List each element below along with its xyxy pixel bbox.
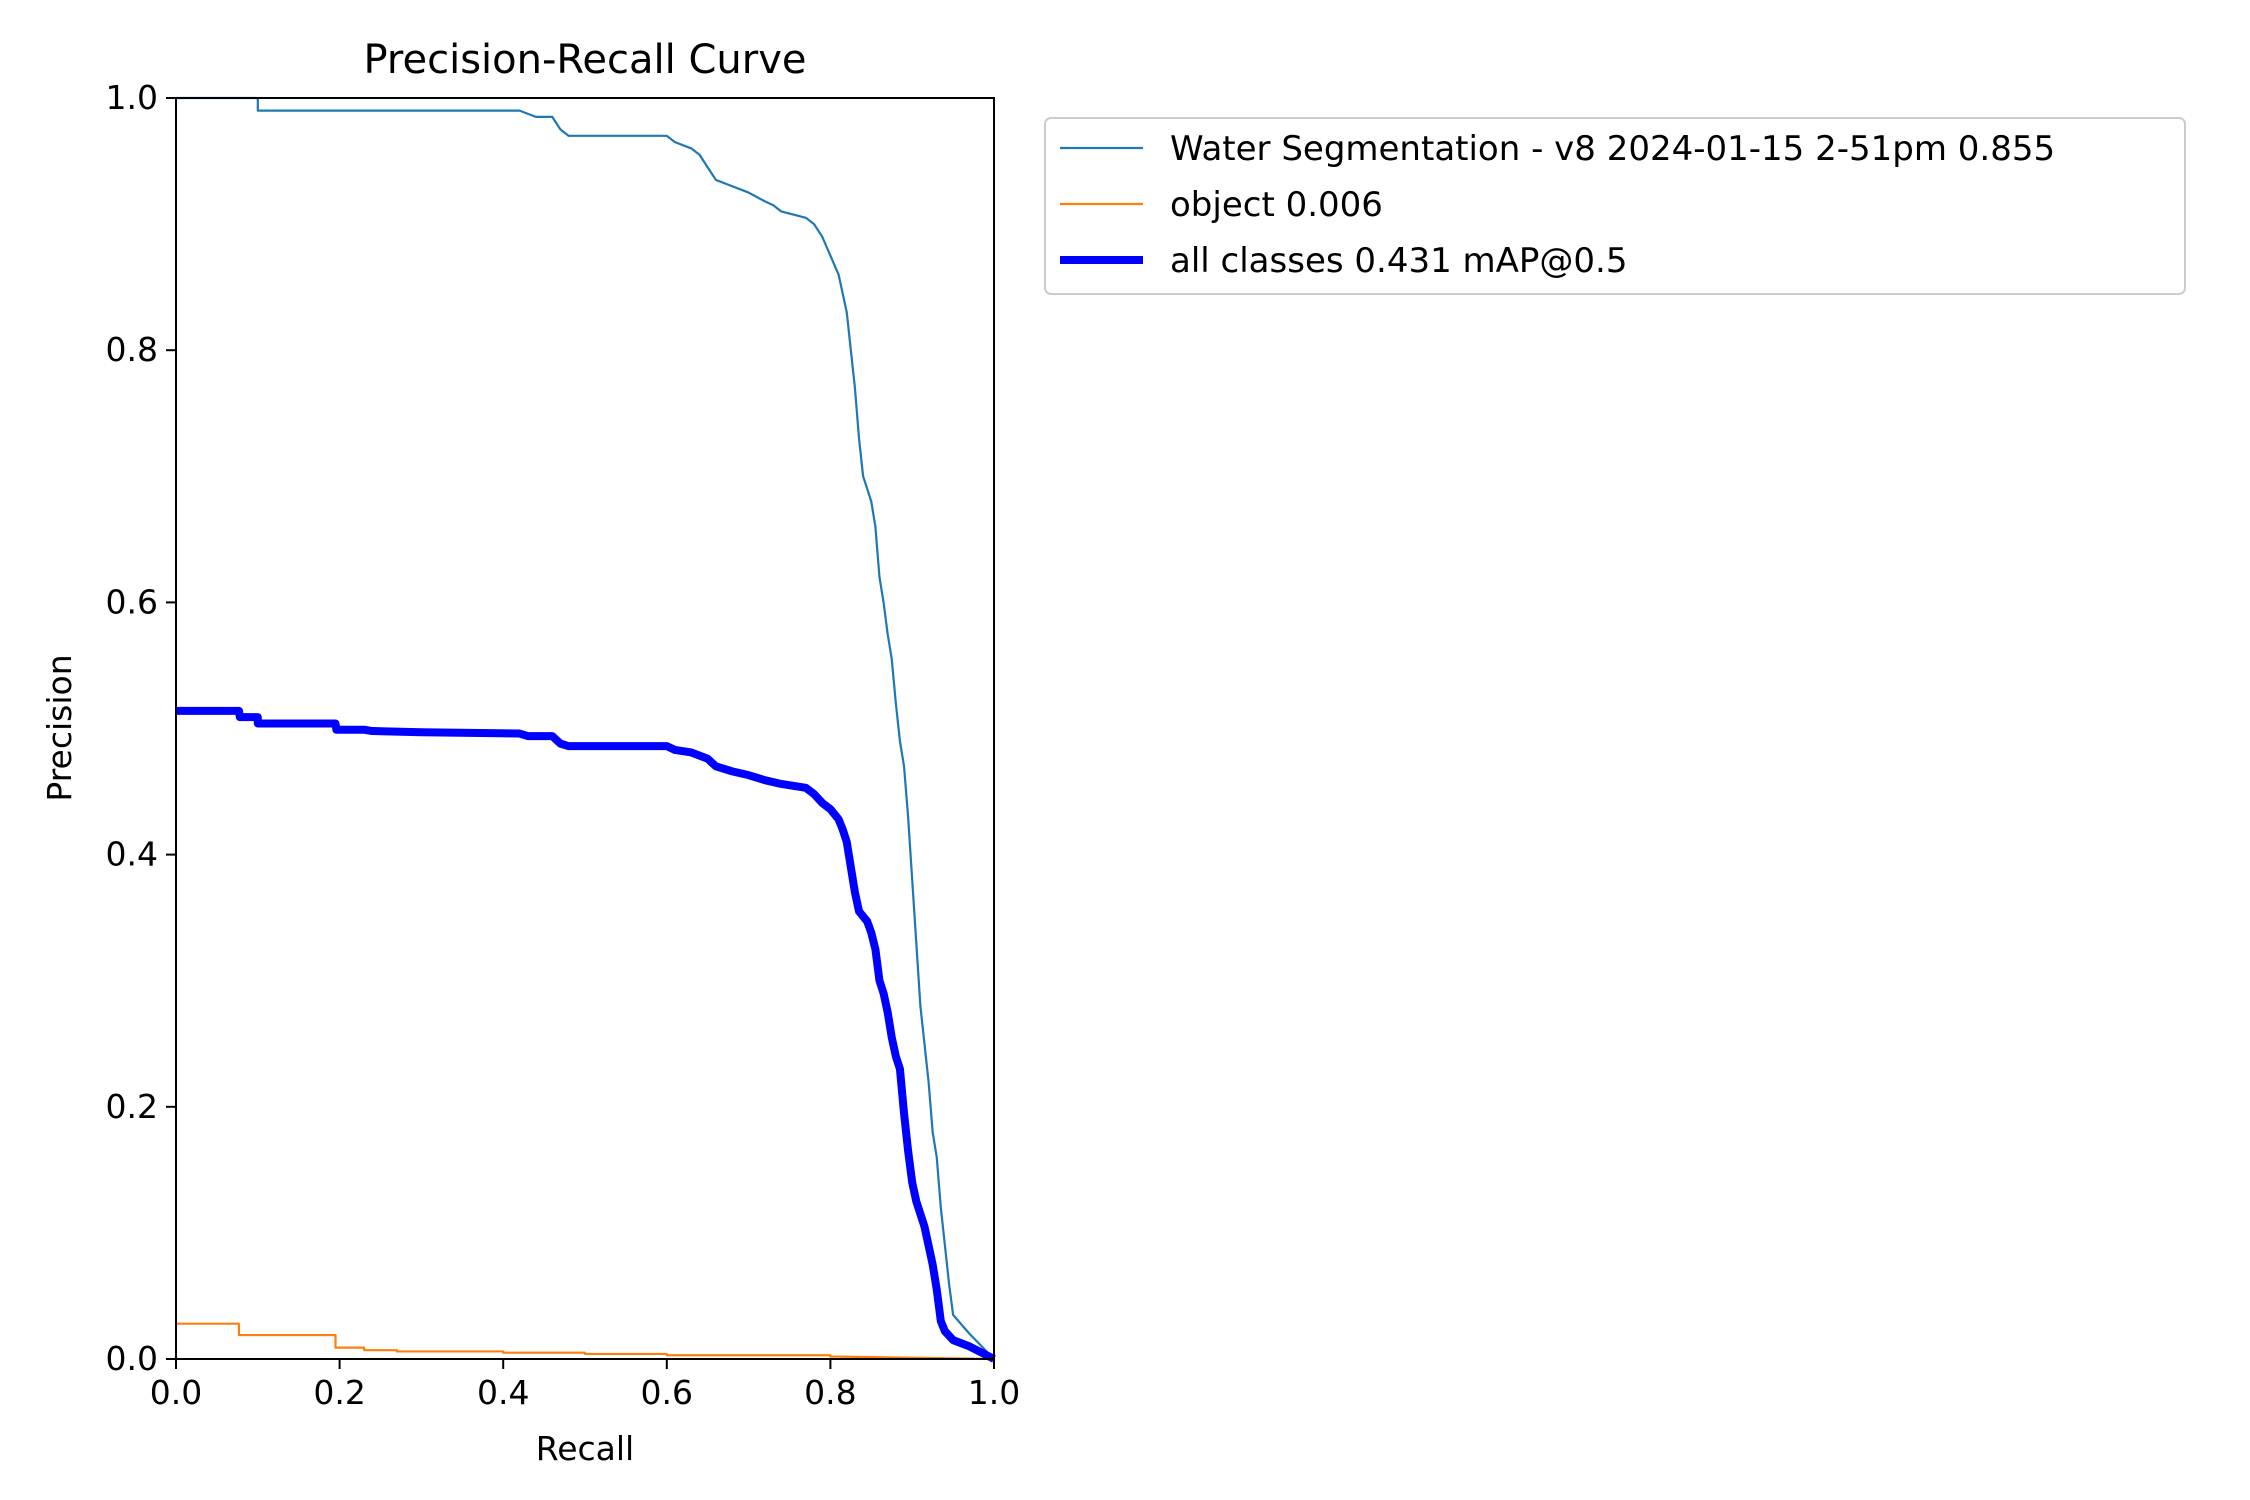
x-tick-label: 0.0 [150,1373,202,1412]
series-line-0 [176,96,995,1360]
legend-entries: Water Segmentation - v8 2024-01-15 2-51p… [1060,129,2055,281]
y-axis-ticks: 0.0 0.2 0.4 0.6 0.8 1.0 [106,78,176,1378]
x-tick-label: 0.8 [804,1373,856,1412]
x-axis-label: Recall [536,1429,634,1468]
legend-label: Water Segmentation - v8 2024-01-15 2-51p… [1170,129,2055,169]
legend-label: all classes 0.431 mAP@0.5 [1170,241,1627,281]
y-axis-label: Precision [40,654,79,801]
series-line-1 [176,1322,995,1361]
legend-box [1044,117,2186,295]
y-tick-label: 1.0 [106,78,158,117]
y-tick-label: 0.0 [106,1339,158,1378]
y-tick-label: 0.4 [106,835,158,874]
axes-frame [175,97,995,1360]
series-line-2 [176,706,996,1363]
x-tick-label: 0.6 [641,1373,693,1412]
x-axis-ticks: 0.0 0.2 0.4 0.6 0.8 1.0 [150,1359,1020,1412]
legend-label: object 0.006 [1170,185,1383,225]
x-tick-label: 1.0 [968,1373,1020,1412]
plot-area [176,96,996,1363]
y-tick-label: 0.6 [106,582,158,621]
legend: Water Segmentation - v8 2024-01-15 2-51p… [1044,117,2186,295]
x-tick-label: 0.4 [477,1373,529,1412]
y-tick-label: 0.8 [106,330,158,369]
chart-title: Precision-Recall Curve [364,37,807,83]
x-tick-label: 0.2 [313,1373,365,1412]
y-tick-label: 0.2 [106,1087,158,1126]
